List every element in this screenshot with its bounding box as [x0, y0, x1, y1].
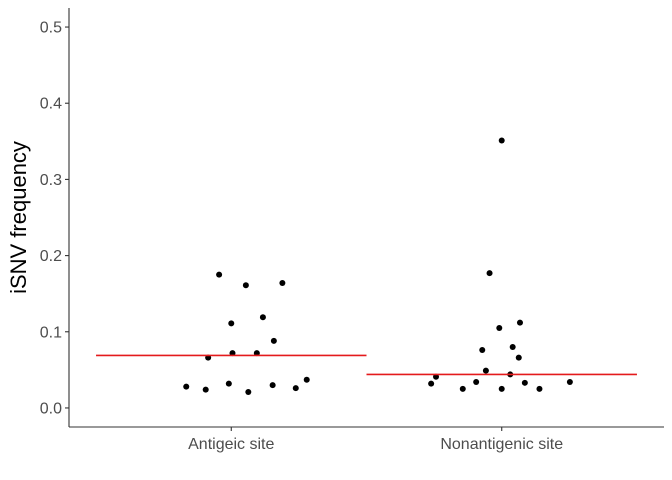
y-tick-label: 0.4 — [40, 96, 62, 113]
y-axis-title: iSNV frequency — [6, 141, 31, 294]
data-point — [270, 337, 277, 344]
data-point — [473, 379, 480, 386]
data-point — [496, 324, 503, 331]
series-group — [96, 271, 367, 395]
data-point — [269, 382, 276, 389]
x-tick-label: Nonantigenic site — [440, 436, 563, 453]
y-tick-label: 0.1 — [40, 324, 62, 341]
data-point — [498, 137, 505, 144]
data-point — [509, 344, 516, 351]
data-point — [498, 385, 505, 392]
data-point — [303, 376, 310, 383]
data-point — [279, 280, 286, 287]
y-tick-label: 0.5 — [40, 20, 62, 37]
x-tick-label: Antigeic site — [188, 436, 274, 453]
data-point — [516, 319, 523, 326]
data-point — [202, 386, 209, 393]
data-point — [486, 270, 493, 277]
data-point — [515, 354, 522, 361]
data-point — [292, 385, 299, 392]
plot-area — [96, 137, 637, 395]
data-point — [428, 380, 435, 387]
data-point — [536, 385, 543, 392]
data-point — [242, 282, 249, 289]
y-tick-label: 0.2 — [40, 248, 62, 265]
data-point — [566, 379, 573, 386]
data-point — [259, 314, 266, 321]
data-point — [225, 380, 232, 387]
data-point — [521, 379, 528, 386]
y-axis-ticks: 0.0 0.1 0.2 0.3 0.4 0.5 — [40, 20, 69, 417]
data-point — [183, 383, 190, 390]
data-point — [482, 367, 489, 374]
data-point — [245, 388, 252, 395]
series-group — [366, 137, 637, 392]
data-point — [216, 271, 223, 278]
x-axis-ticks: Antigeic site Nonantigenic site — [188, 427, 563, 453]
data-point — [459, 385, 466, 392]
data-point — [479, 347, 486, 354]
data-point — [228, 320, 235, 327]
y-tick-label: 0.3 — [40, 172, 62, 189]
y-tick-label: 0.0 — [40, 400, 62, 417]
